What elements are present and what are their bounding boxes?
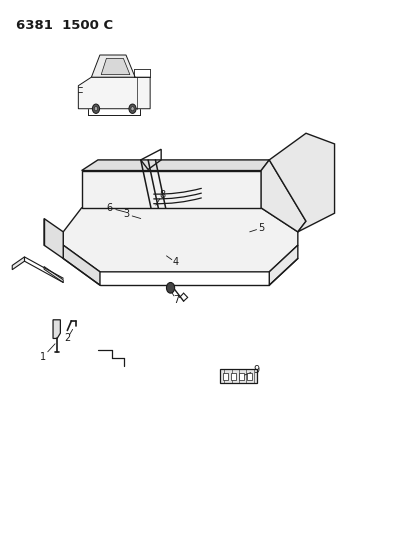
Bar: [223, 373, 228, 380]
Circle shape: [166, 282, 175, 293]
Polygon shape: [91, 55, 135, 77]
Polygon shape: [63, 245, 100, 285]
Circle shape: [94, 107, 98, 111]
Text: 2: 2: [64, 334, 71, 343]
Circle shape: [131, 107, 134, 111]
Polygon shape: [269, 133, 335, 232]
Circle shape: [92, 104, 100, 114]
Text: 8: 8: [159, 190, 166, 199]
Polygon shape: [12, 257, 24, 270]
Text: 6381  1500 C: 6381 1500 C: [16, 19, 113, 31]
Circle shape: [129, 104, 136, 114]
Bar: [247, 373, 252, 380]
Polygon shape: [53, 320, 60, 338]
Polygon shape: [63, 208, 298, 272]
Text: 5: 5: [258, 223, 264, 233]
Polygon shape: [78, 77, 150, 109]
Polygon shape: [44, 266, 63, 282]
Polygon shape: [82, 160, 269, 171]
Text: 3: 3: [123, 209, 130, 219]
Polygon shape: [269, 245, 298, 285]
Text: 4: 4: [172, 257, 179, 267]
Polygon shape: [44, 219, 63, 259]
Polygon shape: [261, 160, 306, 232]
Text: 9: 9: [253, 366, 259, 375]
Polygon shape: [220, 369, 257, 383]
Text: 1: 1: [40, 352, 46, 362]
Bar: [239, 373, 244, 380]
Text: 7: 7: [173, 295, 180, 304]
Polygon shape: [82, 171, 261, 208]
Bar: [231, 373, 236, 380]
Text: 6: 6: [106, 203, 113, 213]
Polygon shape: [101, 59, 130, 75]
